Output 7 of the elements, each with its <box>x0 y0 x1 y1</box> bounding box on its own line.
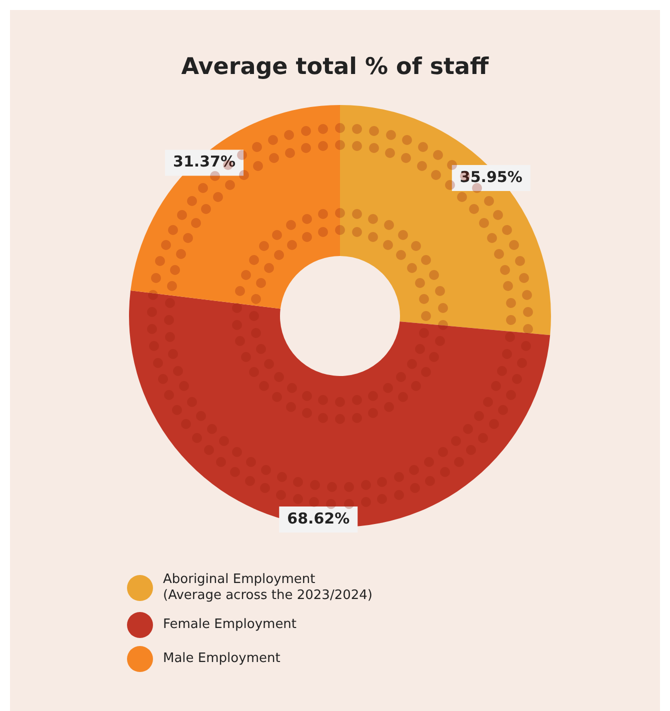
legend-label: Female Employment <box>163 617 297 633</box>
data-label: 68.62% <box>287 509 350 528</box>
legend-label: Aboriginal Employment (Average across the 2023/2024) <box>163 572 372 604</box>
data-label: 31.37% <box>173 152 236 171</box>
chart-title: Average total % of staff <box>180 54 490 80</box>
data-label: 35.95% <box>460 168 522 186</box>
legend-label: Male Employment <box>163 651 280 667</box>
